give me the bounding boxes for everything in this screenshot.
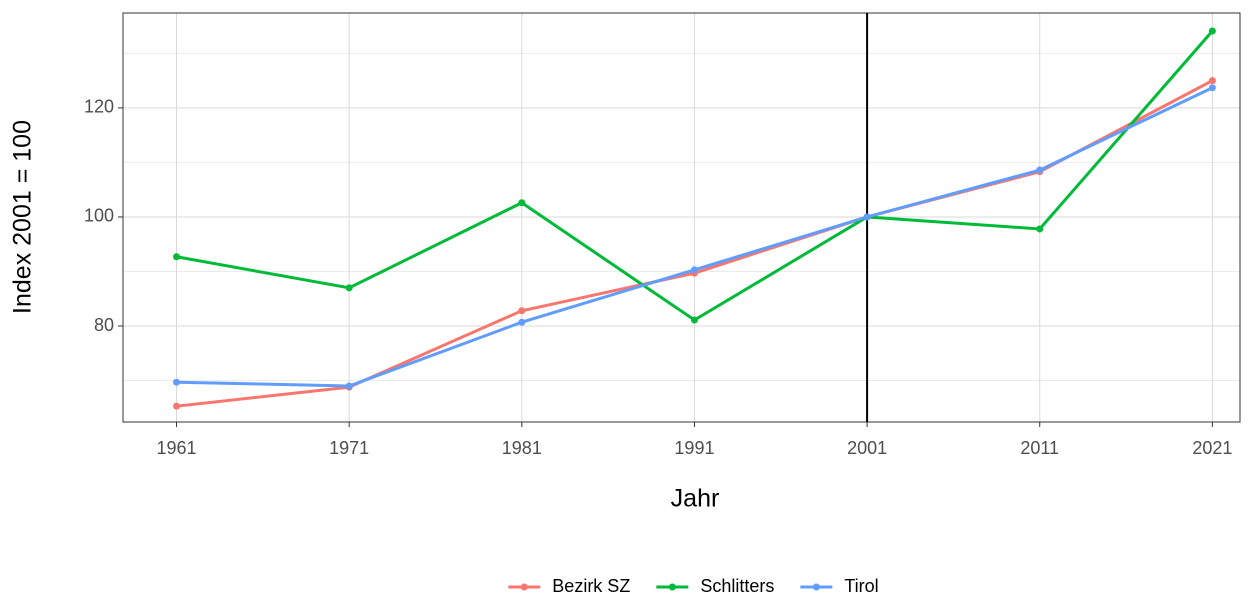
point [1208,77,1216,85]
legend-key-point [812,583,820,591]
point [863,213,871,221]
panel-border [122,12,1241,423]
point [1208,84,1216,92]
point [690,316,698,324]
point [1208,27,1216,35]
x-tick-label: 1971 [329,438,369,458]
legend-label: Bezirk SZ [552,576,630,596]
x-axis-label: Jahr [671,485,720,513]
x-tick-label: 2011 [1020,438,1059,458]
point [173,378,181,386]
point [345,284,353,292]
y-tick-label: 80 [94,315,114,335]
y-tick-label: 100 [84,206,114,226]
y-axis-label: Index 2001 = 100 [9,120,37,314]
legend-key-point [668,583,676,591]
legend-label: Schlitters [700,576,774,596]
x-tick-label: 1961 [156,438,196,458]
point [518,318,526,326]
x-tick-label: 2001 [847,438,887,458]
x-tick-label: 1991 [674,438,714,458]
point [173,253,181,261]
point [1036,225,1044,233]
legend-label: Tirol [844,576,878,596]
point [345,382,353,390]
point [690,266,698,274]
x-tick-label: 1981 [502,438,542,458]
point [173,402,181,410]
legend-key-point [520,583,528,591]
point [518,307,526,315]
point [518,199,526,207]
y-tick-label: 120 [84,97,114,117]
x-tick-label: 2021 [1192,438,1232,458]
point [1036,166,1044,174]
